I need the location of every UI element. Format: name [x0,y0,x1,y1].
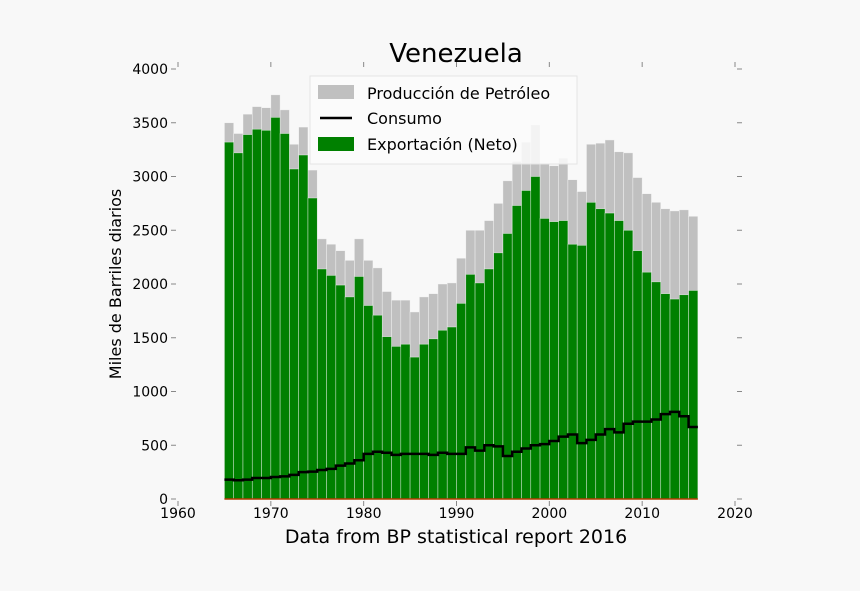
export-bar [279,133,290,500]
y-tick-label: 2500 [132,223,168,239]
y-tick-label: 1000 [132,385,168,401]
export-bar [474,282,485,500]
y-tick-label: 3500 [132,116,168,132]
export-bar [623,229,634,500]
export-bar [502,233,513,500]
legend-label-production: Producción de Petróleo [367,84,550,103]
export-bar [558,220,569,500]
export-bar [391,346,402,500]
export-bar [363,305,374,500]
export-bar [419,343,429,500]
export-bar [242,134,253,500]
export-bar [316,268,327,500]
export-bar [251,128,262,500]
export-bar [641,271,652,500]
export-bar [400,343,411,500]
export-bar [446,326,457,500]
export-bars [224,117,699,500]
export-bar [521,190,532,500]
export-bar [233,152,244,500]
legend-label-consumption: Consumo [367,109,442,128]
export-bar [484,268,494,500]
export-bar [372,314,383,500]
export-bar [576,245,587,500]
export-bar [326,275,337,500]
export-bar [409,356,420,500]
export-bar [298,154,309,500]
y-tick-label: 500 [141,438,168,454]
x-tick-label: 2000 [532,506,568,522]
export-bar [660,293,671,500]
export-bar [428,338,439,500]
x-tick-label: 1960 [160,506,196,522]
export-bar [604,212,615,500]
export-bar [224,141,235,500]
y-tick-label: 0 [159,492,168,508]
chart-title: Venezuela [389,39,523,69]
export-bar [530,176,541,500]
export-bar [669,298,680,500]
x-tick-label: 1980 [346,506,382,522]
legend-swatch-production [318,85,354,99]
x-axis-label: Data from BP statistical report 2016 [285,526,627,548]
export-bar [493,252,504,500]
axis-ticks: 1960 1970 1980 1990 2000 2010 2020 0 500 1000 1500… [132,62,753,522]
y-tick-label: 4000 [132,62,168,78]
legend-swatch-export [318,137,354,151]
export-bar [678,294,689,500]
export-bar [307,197,318,500]
y-tick-label: 1500 [132,331,168,347]
export-bar [651,281,662,500]
export-bar [549,221,559,500]
export-bar [614,220,624,500]
export-bar [354,276,364,500]
export-bar [437,329,448,500]
export-bar [688,290,699,500]
export-bar [595,208,606,500]
export-bar [381,336,392,500]
consumption-line [224,410,698,482]
export-bar [344,296,355,500]
export-bar [456,303,467,500]
y-axis-label: Miles de Barriles diarios [106,189,125,379]
export-bar [632,250,643,500]
legend-label-export: Exportación (Neto) [367,135,518,154]
legend: Producción de Petróleo Consumo Exportaci… [309,75,578,165]
export-bar [261,129,272,500]
y-tick-label: 2000 [132,277,168,293]
export-bar [289,168,299,500]
export-bar [465,274,476,500]
x-tick-label: 1990 [439,506,475,522]
export-bar [567,243,578,500]
export-bar [539,218,550,500]
x-tick-label: 2010 [624,506,660,522]
x-tick-label: 1970 [253,506,289,522]
export-bar [586,202,597,500]
x-tick-label: 2020 [717,506,753,522]
y-tick-label: 3000 [132,170,168,186]
export-bar [511,205,522,500]
export-bar [270,117,281,500]
